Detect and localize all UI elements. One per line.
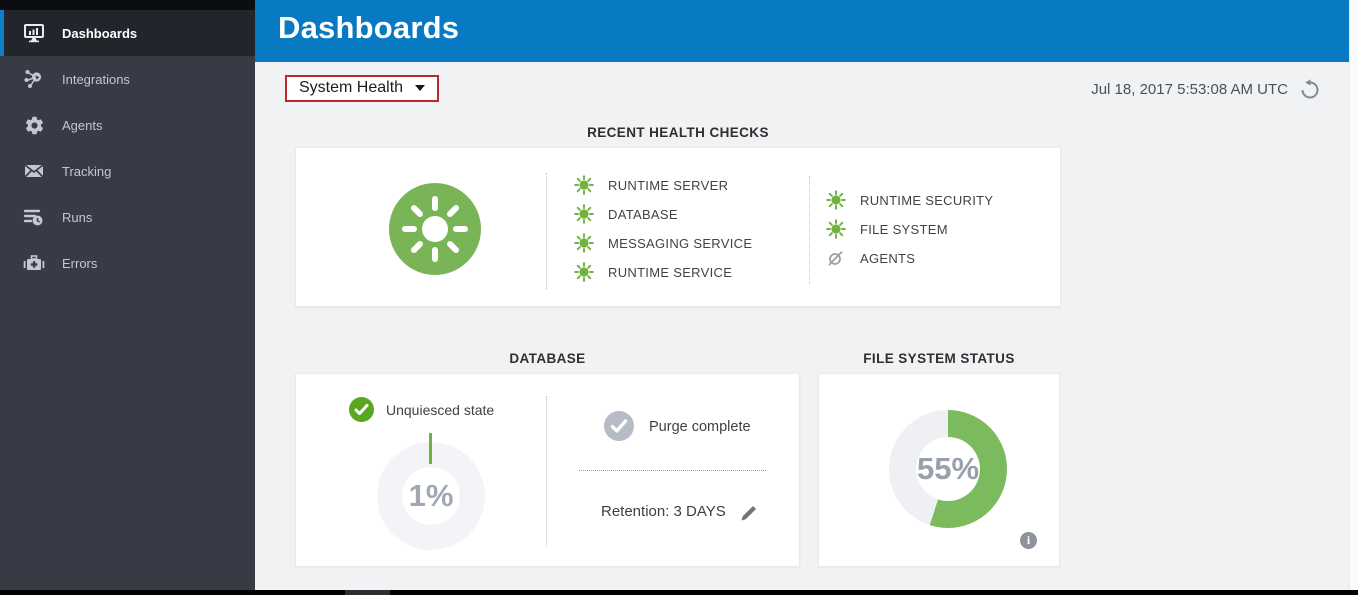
sidebar-item-label: Integrations: [62, 71, 130, 87]
dashboard-selector-value: System Health: [299, 79, 404, 96]
health-check-label: FILE SYSTEM: [860, 221, 948, 237]
health-check-label: RUNTIME SERVER: [608, 177, 729, 193]
check-circle-gray-icon: [604, 411, 634, 441]
retention-label: Retention: 3 DAYS: [601, 503, 726, 520]
health-check-label: MESSAGING SERVICE: [608, 235, 753, 251]
file-system-usage-percent: 55%: [916, 451, 980, 486]
health-check-row: RUNTIME SERVICE: [574, 261, 732, 283]
health-check-row: RUNTIME SECURITY: [826, 189, 993, 211]
health-checks-title: RECENT HEALTH CHECKS: [587, 125, 769, 140]
runs-clock-icon: [23, 206, 45, 228]
refresh-button[interactable]: [1299, 78, 1321, 100]
health-check-label: RUNTIME SECURITY: [860, 192, 994, 208]
first-aid-icon: [23, 252, 45, 274]
sidebar-item-integrations[interactable]: Integrations: [0, 56, 255, 102]
sidebar: Dashboards Integrations Agents: [0, 0, 255, 590]
database-usage-tick: [429, 433, 432, 464]
info-button[interactable]: i: [1020, 532, 1037, 549]
health-check-label: RUNTIME SERVICE: [608, 264, 733, 280]
health-check-row: DATABASE: [574, 203, 678, 225]
health-check-row: FILE SYSTEM: [826, 218, 948, 240]
sidebar-item-label: Dashboards: [62, 25, 138, 41]
sidebar-item-runs[interactable]: Runs: [0, 194, 255, 240]
sun-status-icon: [574, 233, 594, 253]
sidebar-item-dashboards[interactable]: Dashboards: [0, 10, 255, 56]
refresh-icon: [1301, 79, 1319, 99]
donut-hole: [402, 467, 460, 525]
health-check-label: DATABASE: [608, 206, 678, 222]
health-check-row: RUNTIME SERVER: [574, 174, 728, 196]
database-usage-donut: 1%: [377, 442, 485, 550]
purge-status-label: Purge complete: [649, 419, 751, 435]
health-check-row: MESSAGING SERVICE: [574, 232, 752, 254]
sun-status-icon: [826, 190, 846, 210]
bottom-strip-segment: [345, 590, 390, 595]
overall-health-sun-icon: [389, 183, 481, 275]
pencil-icon: [741, 506, 756, 521]
dotted-divider-vertical: [809, 176, 810, 284]
sun-status-icon: [826, 219, 846, 239]
last-refresh-timestamp: Jul 18, 2017 5:53:08 AM UTC: [1091, 81, 1288, 98]
page-header: Dashboards: [255, 0, 1349, 62]
dashboard-monitor-icon: [23, 22, 45, 44]
file-system-donut: 55%: [889, 410, 1007, 528]
chevron-down-icon: [415, 85, 426, 91]
database-title: DATABASE: [509, 351, 586, 366]
sidebar-item-agents[interactable]: Agents: [0, 102, 255, 148]
file-system-title: FILE SYSTEM STATUS: [863, 351, 1015, 366]
dashboard-selector-dropdown[interactable]: System Health: [285, 75, 440, 102]
database-state-label: Unquiesced state: [386, 402, 495, 418]
sidebar-item-label: Tracking: [62, 163, 112, 179]
dotted-divider-horizontal: [579, 470, 766, 471]
page-title: Dashboards: [278, 10, 460, 45]
check-circle-green-icon: [349, 397, 374, 422]
database-usage-percent: 1%: [408, 478, 454, 513]
sidebar-item-label: Runs: [62, 209, 93, 225]
donut-hole: [916, 437, 980, 501]
info-icon: i: [1026, 533, 1031, 547]
sidebar-item-errors[interactable]: Errors: [0, 240, 255, 286]
sun-status-icon: [574, 262, 594, 282]
health-check-label: AGENTS: [860, 250, 916, 266]
dotted-divider-vertical: [546, 173, 547, 289]
edit-retention-button[interactable]: [740, 504, 758, 522]
sidebar-top-strip: [0, 0, 255, 10]
gear-icon: [23, 114, 45, 136]
sun-status-icon: [574, 204, 594, 224]
envelope-icon: [23, 160, 45, 182]
scrollbar-gutter: [1349, 0, 1358, 590]
status-unknown-slashed-icon: [826, 248, 846, 268]
sun-status-icon: [574, 175, 594, 195]
database-card: Unquiesced state 1% Purge complete Reten…: [295, 373, 800, 567]
health-check-row: AGENTS: [826, 247, 915, 269]
integrations-hub-icon: [23, 68, 45, 90]
file-system-card: 55% i: [818, 373, 1060, 567]
sidebar-item-label: Errors: [62, 255, 98, 271]
health-checks-card: RUNTIME SERVER DATABASE MESSAGING SERVIC…: [295, 147, 1061, 307]
sidebar-item-tracking[interactable]: Tracking: [0, 148, 255, 194]
bottom-strip: [0, 590, 1358, 595]
dotted-divider-vertical: [546, 396, 547, 546]
sidebar-item-label: Agents: [62, 117, 103, 133]
